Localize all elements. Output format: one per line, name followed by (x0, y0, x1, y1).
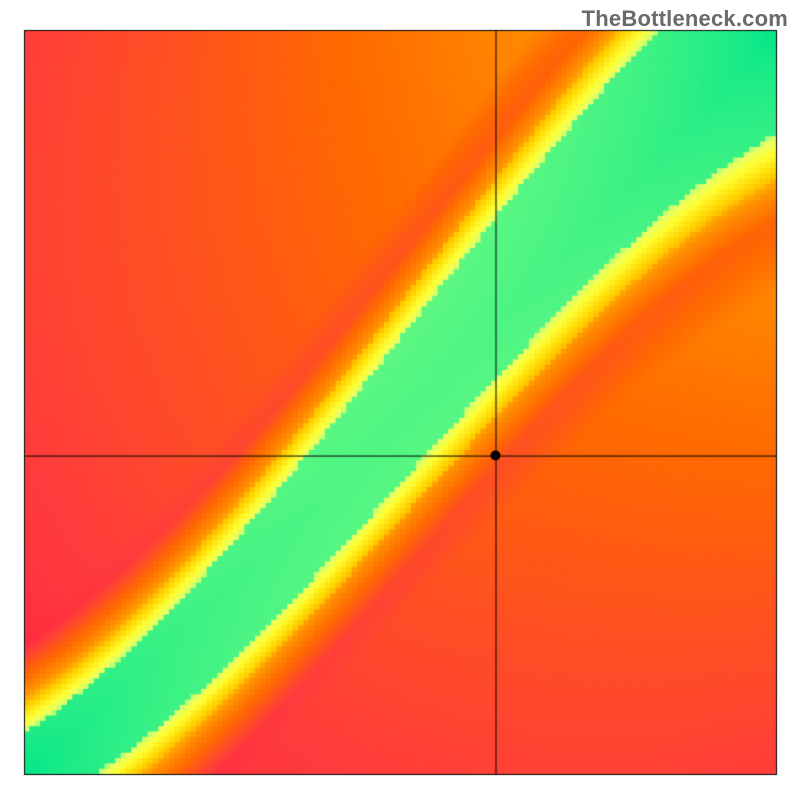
chart-container: TheBottleneck.com (0, 0, 800, 800)
watermark-text: TheBottleneck.com (582, 6, 788, 32)
heatmap-canvas (0, 0, 800, 800)
